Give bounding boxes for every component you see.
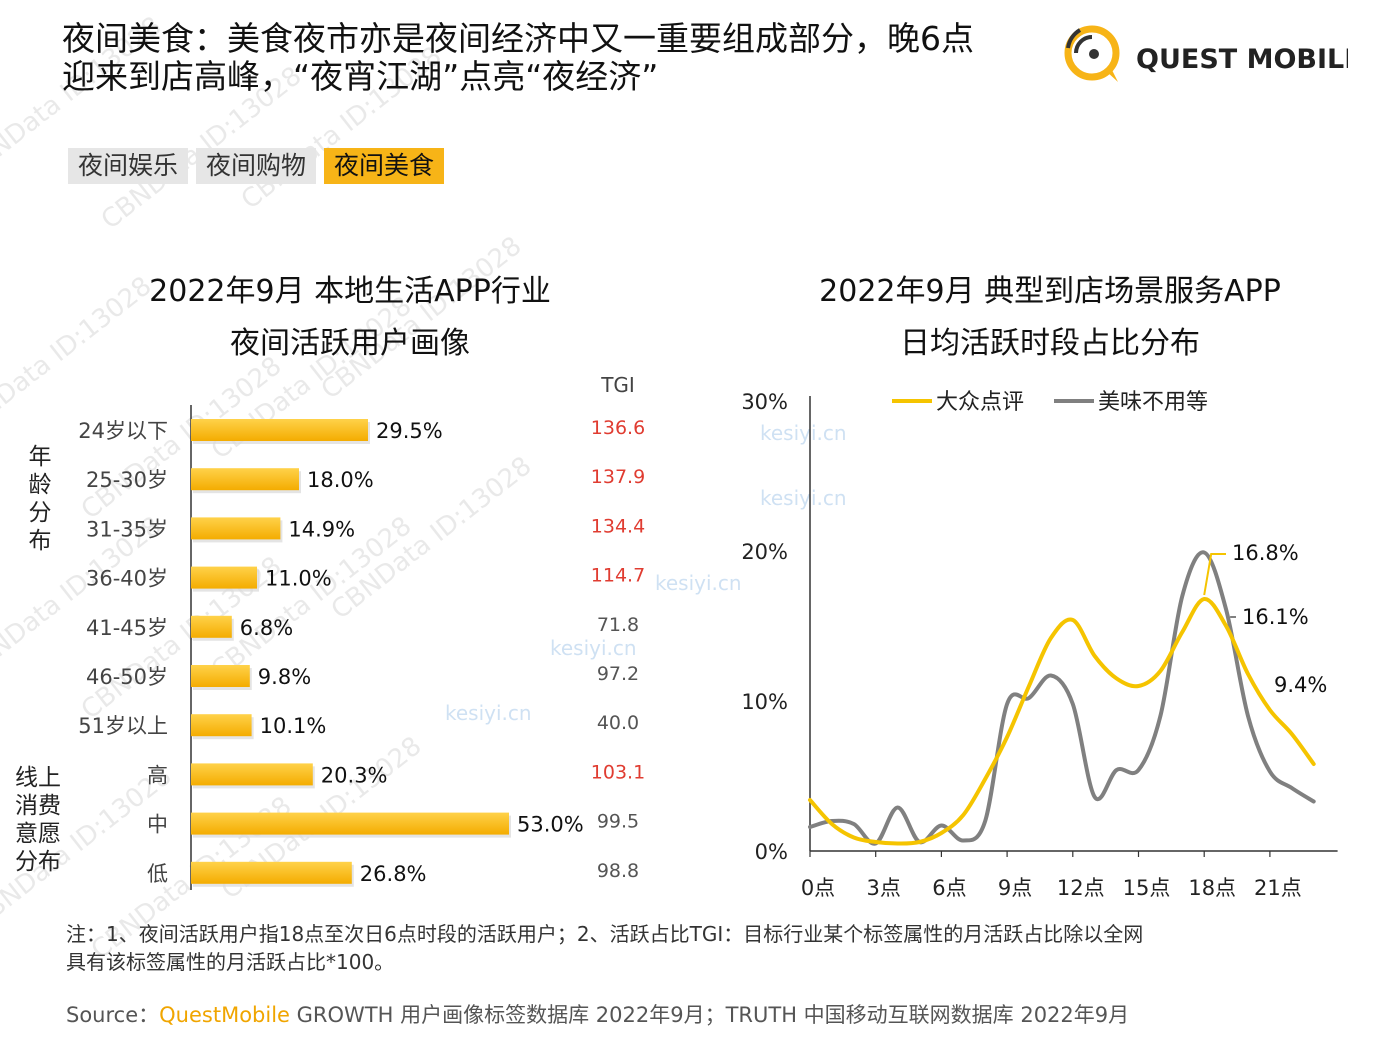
bar-chart-title-line2: 夜间活跃用户画像 xyxy=(230,326,470,361)
tgi-value: 136.6 xyxy=(591,417,645,439)
tab-night-food[interactable]: 夜间美食 xyxy=(324,148,445,184)
bar-value-label: 11.0% xyxy=(265,567,332,591)
logo-text: QUEST MOBILE xyxy=(1136,44,1348,75)
bar-category-label: 51岁以上 xyxy=(78,714,168,738)
y-tick-label: 30% xyxy=(741,390,788,414)
bar xyxy=(191,665,250,687)
line-chart-title: 2022年9月 典型到店场景服务APP 日均活跃时段占比分布 xyxy=(720,266,1380,370)
bar-category-label: 25-30岁 xyxy=(86,468,168,492)
quest-mobile-logo: QUEST MOBILE xyxy=(1058,18,1363,88)
source-prefix: Source： xyxy=(66,1003,160,1027)
bar-category-label: 24岁以下 xyxy=(78,419,168,443)
tgi-value: 97.2 xyxy=(597,663,639,685)
bar-category-label: 高 xyxy=(147,763,168,787)
tgi-header: TGI xyxy=(600,373,635,397)
page-title: 夜间美食：美食夜市亦是夜间经济中又一重要组成部分，晚6点 迎来到店高峰，“夜宵江… xyxy=(62,20,1052,96)
x-tick-label: 0点 xyxy=(801,876,835,900)
legend-label-dianping: 大众点评 xyxy=(936,390,1024,415)
x-tick-label: 3点 xyxy=(867,876,901,900)
page-title-line2: 迎来到店高峰，“夜宵江湖”点亮“夜经济” xyxy=(62,57,659,96)
tgi-value: 114.7 xyxy=(591,565,645,587)
logo-icon: QUEST MOBILE xyxy=(1064,25,1363,82)
page-title-line1: 夜间美食：美食夜市亦是夜间经济中又一重要组成部分，晚6点 xyxy=(62,19,974,58)
bar-value-label: 26.8% xyxy=(360,862,427,886)
bar-chart: TGI 29.5% 24岁以下 136.6 18.0% 25-30岁 137.9 14.9% 3… xyxy=(15,373,645,890)
bar xyxy=(191,566,257,589)
y-tick-label: 20% xyxy=(741,540,788,564)
footnote: 注：1、夜间活跃用户指18点至次日6点时段的活跃用户；2、活跃占比TGI：目标行… xyxy=(66,920,1356,976)
bar-value-label: 6.8% xyxy=(240,616,293,640)
bar-category-label: 46-50岁 xyxy=(86,665,168,689)
line-chart-title-line2: 日均活跃时段占比分布 xyxy=(900,326,1200,361)
bar-group-label-line: 龄 xyxy=(29,472,52,498)
category-tabs: 夜间娱乐 夜间购物 夜间美食 xyxy=(68,148,445,184)
y-tick-label: 10% xyxy=(741,690,788,714)
bar-value-label: 14.9% xyxy=(288,517,355,541)
bar-group-label-line: 布 xyxy=(29,528,52,554)
footnote-line2: 具有该标签属性的月活跃占比*100。 xyxy=(66,950,395,974)
bar-chart-title-line1: 2022年9月 本地生活APP行业 xyxy=(149,274,551,309)
line-point-label: 16.1% xyxy=(1242,605,1309,629)
bar xyxy=(191,861,352,884)
line-point-label: 16.8% xyxy=(1232,541,1299,565)
tgi-value: 99.5 xyxy=(597,811,639,833)
bar xyxy=(191,812,509,835)
line-chart-title-line1: 2022年9月 典型到店场景服务APP xyxy=(819,274,1281,309)
label-leader-line xyxy=(1203,553,1226,596)
source-brand: QuestMobile xyxy=(159,1003,290,1027)
bar-group-label-line: 年 xyxy=(29,444,52,470)
y-tick-label: 0% xyxy=(755,840,788,864)
x-tick-label: 21点 xyxy=(1254,876,1302,900)
x-tick-label: 6点 xyxy=(932,876,966,900)
bar-group-label-line: 分 xyxy=(29,500,52,526)
tab-night-shopping[interactable]: 夜间购物 xyxy=(196,148,317,184)
tgi-value: 40.0 xyxy=(597,712,639,734)
tgi-value: 71.8 xyxy=(597,614,639,636)
series-line-dianping xyxy=(808,597,1316,846)
bar-value-label: 53.0% xyxy=(517,813,584,837)
bar-value-label: 9.8% xyxy=(258,665,311,689)
bar-value-label: 10.1% xyxy=(260,714,327,738)
bar-category-label: 中 xyxy=(147,813,168,837)
bar xyxy=(191,763,313,786)
bar-category-label: 低 xyxy=(147,862,168,886)
bar xyxy=(191,517,281,540)
legend-label-meiwei: 美味不用等 xyxy=(1098,390,1208,415)
tab-night-entertainment[interactable]: 夜间娱乐 xyxy=(68,148,189,184)
bar-group-label-line: 消费 xyxy=(15,793,61,819)
tgi-value: 98.8 xyxy=(597,860,639,882)
bar-group-label-line: 意愿 xyxy=(15,821,61,847)
bar-category-label: 41-45岁 xyxy=(86,616,168,640)
tgi-value: 103.1 xyxy=(591,761,645,783)
source-line: Source：QuestMobile GROWTH 用户画像标签数据库 2022… xyxy=(66,1000,1366,1030)
tgi-value: 134.4 xyxy=(591,515,645,537)
bar-chart-title: 2022年9月 本地生活APP行业 夜间活跃用户画像 xyxy=(60,266,640,370)
bar-value-label: 18.0% xyxy=(307,468,374,492)
series-line-meiwei xyxy=(808,550,1316,846)
x-tick-label: 9点 xyxy=(998,876,1032,900)
bar xyxy=(191,419,368,441)
bar xyxy=(191,714,252,737)
bar xyxy=(191,615,232,638)
bar-category-label: 36-40岁 xyxy=(86,567,168,591)
line-chart: 0% 10% 20% 30% 0点 3点 6点 9点 12点 15点 18点 21点 16.8% 16.1… xyxy=(741,390,1338,900)
bar-category-label: 31-35岁 xyxy=(86,517,168,541)
bar-group-label-line: 分布 xyxy=(15,849,61,875)
source-text: GROWTH 用户画像标签数据库 2022年9月；TRUTH 中国移动互联网数据… xyxy=(289,1003,1130,1027)
line-point-label: 9.4% xyxy=(1274,673,1327,697)
bar-group-label-line: 线上 xyxy=(15,765,61,791)
footnote-line1: 注：1、夜间活跃用户指18点至次日6点时段的活跃用户；2、活跃占比TGI：目标行… xyxy=(66,922,1144,946)
x-tick-label: 12点 xyxy=(1057,876,1105,900)
x-tick-label: 15点 xyxy=(1123,876,1171,900)
line-legend: 大众点评 美味不用等 xyxy=(892,390,1208,415)
bar-value-label: 29.5% xyxy=(376,419,443,443)
bar xyxy=(191,468,299,491)
tgi-value: 137.9 xyxy=(591,466,645,488)
bar-value-label: 20.3% xyxy=(321,763,388,787)
x-tick-label: 18点 xyxy=(1188,876,1236,900)
